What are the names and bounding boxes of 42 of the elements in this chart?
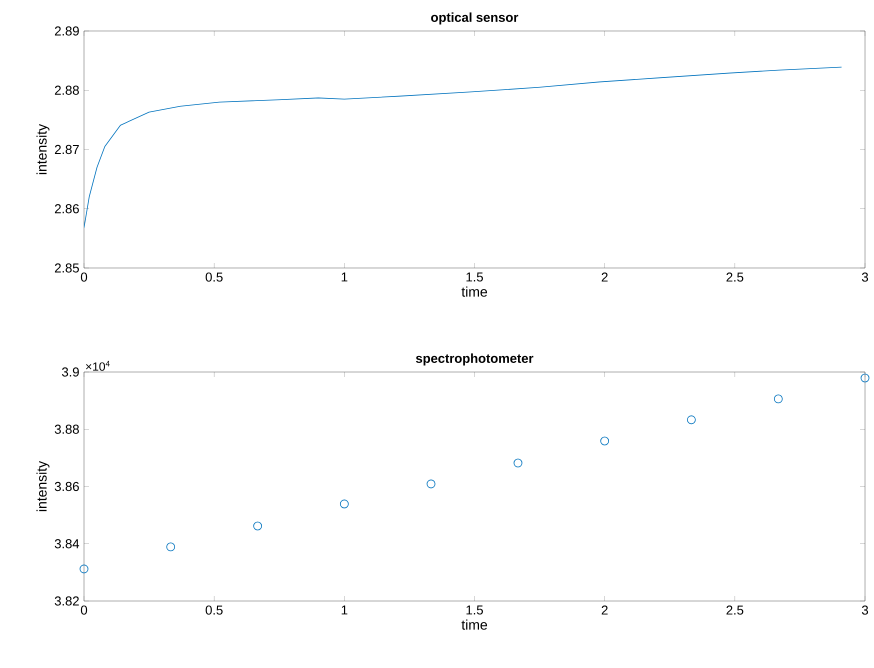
point xyxy=(514,458,522,468)
x-tick-label: 3 xyxy=(862,606,868,615)
y-axis-title: intensity xyxy=(36,124,50,174)
point xyxy=(600,436,610,446)
point xyxy=(686,415,696,424)
line-series xyxy=(84,66,842,228)
chart-title: optical sensor xyxy=(431,12,518,25)
y-tick-label: 2.89 xyxy=(54,26,79,36)
y-tick-label: 3.84 xyxy=(54,539,80,548)
x-tick-label: 0 xyxy=(80,272,88,282)
text: ×10$^{4}$ xyxy=(86,360,110,371)
x-tick-label: 2.5 xyxy=(726,606,744,615)
point xyxy=(166,542,176,552)
y-tick-label: 3.88 xyxy=(54,424,79,434)
y-tick-label: 2.88 xyxy=(54,86,79,95)
point xyxy=(426,480,436,488)
y-tick-label: 3.86 xyxy=(54,482,79,492)
x-tick-label: 0.5 xyxy=(206,272,223,282)
chart-title: spectrophotometer xyxy=(416,353,534,366)
x-tick-label: 2.5 xyxy=(726,272,744,282)
point xyxy=(253,522,262,530)
point xyxy=(860,374,870,382)
x-axis-title: time xyxy=(462,286,488,297)
y-axis-title: intensity xyxy=(36,460,50,512)
x-tick-label: 0 xyxy=(80,606,88,615)
point xyxy=(774,394,783,404)
x-axis-title: time xyxy=(462,620,488,630)
y-tick-label: 3.82 xyxy=(54,596,79,606)
y-tick-label: 2.87 xyxy=(54,144,79,154)
x-tick-label: 3 xyxy=(862,272,868,282)
x-tick-label: 2 xyxy=(602,272,608,282)
y-tick-label: 3.9 xyxy=(62,367,79,377)
point xyxy=(340,500,349,508)
x-tick-label: 1.5 xyxy=(466,606,483,615)
x-tick-label: 0.5 xyxy=(206,606,223,615)
x-tick-label: 1 xyxy=(342,272,348,282)
x-tick-label: 1 xyxy=(342,606,348,614)
x-tick-label: 2 xyxy=(602,606,608,615)
y-tick-label: 2.86 xyxy=(54,204,79,214)
point xyxy=(80,564,88,574)
y-tick-label: 2.85 xyxy=(54,263,79,273)
x-tick-label: 1.5 xyxy=(466,272,483,282)
